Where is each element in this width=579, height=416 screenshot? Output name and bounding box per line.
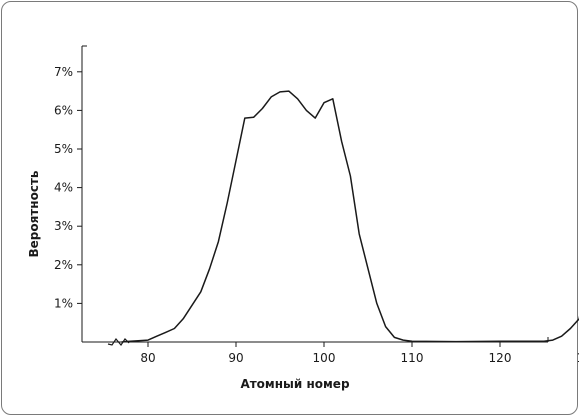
axis-break-icon — [107, 337, 130, 347]
x-tick-label: 100 — [313, 351, 336, 365]
y-tick-label: 3% — [54, 219, 73, 233]
y-tick-label: 2% — [54, 258, 73, 272]
x-tick-label: 120 — [489, 351, 512, 365]
x-tick-label: 90 — [228, 351, 243, 365]
y-tick-label: 5% — [54, 142, 73, 156]
y-tick-label: 1% — [54, 296, 73, 310]
ticks: 080901001101201301401501601%2%3%4%5%6%7% — [54, 65, 579, 365]
x-tick-label: 110 — [401, 351, 424, 365]
x-axis-title: Атомный номер — [240, 377, 350, 391]
series-line — [121, 90, 579, 343]
x-tick-label: 130 — [577, 351, 579, 365]
axes — [81, 45, 549, 347]
y-tick-label: 4% — [54, 181, 73, 195]
y-tick-label: 7% — [54, 65, 73, 79]
y-axis-title: Вероятность — [27, 170, 41, 257]
x-tick-label: 80 — [140, 351, 155, 365]
series-layer — [121, 90, 579, 343]
y-tick-label: 6% — [54, 103, 73, 117]
